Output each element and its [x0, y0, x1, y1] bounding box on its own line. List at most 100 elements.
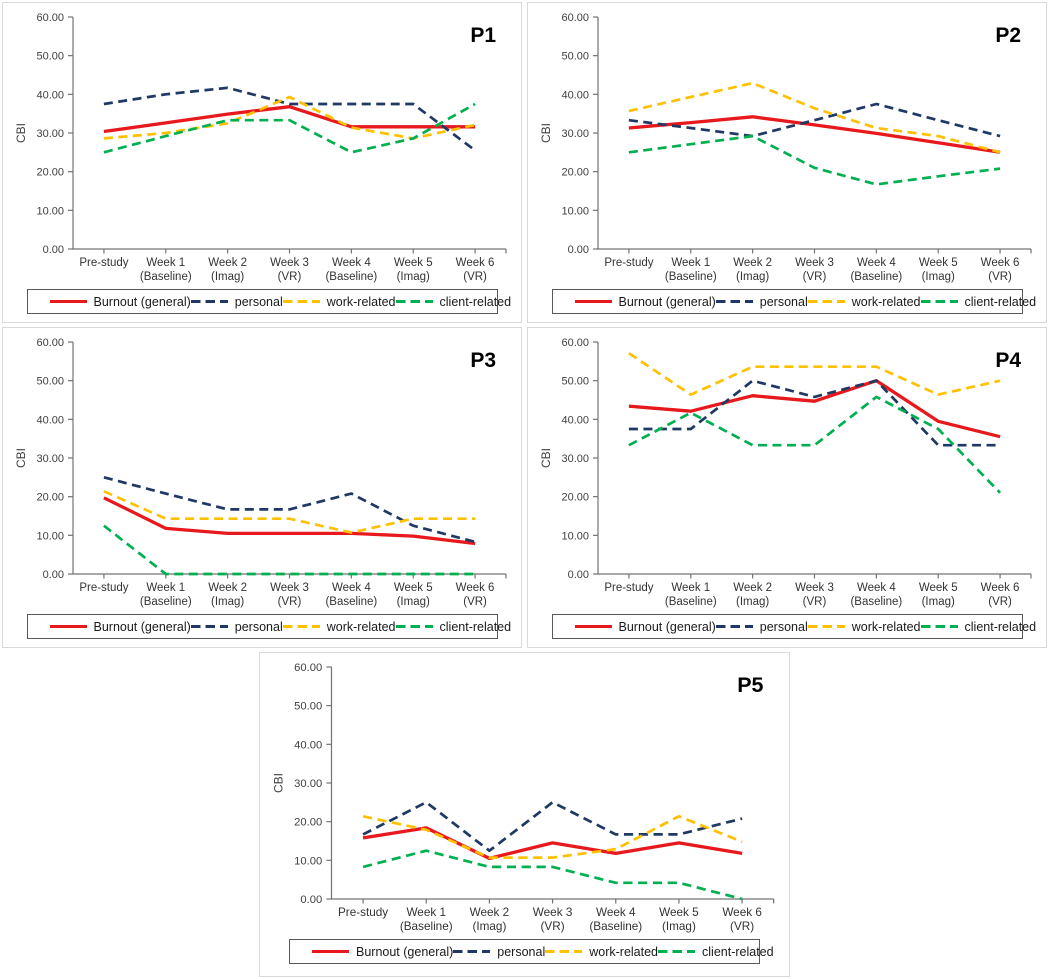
x-category-label: Pre-study [79, 257, 128, 269]
series-line-client-related [628, 134, 1001, 186]
y-tick-label: 40.00 [561, 89, 589, 101]
x-category-label: Week 6 (VR) [722, 906, 762, 933]
x-category-label: Week 3 (VR) [270, 257, 309, 283]
legend-item-personal: personal [715, 620, 808, 634]
x-category-label: Pre-study [604, 257, 653, 269]
axes [68, 16, 507, 254]
x-category-label: Week 4 (Baseline) [850, 582, 902, 608]
y-tick-label: 30.00 [36, 453, 64, 465]
legend-item-client-related: client-related [658, 945, 774, 959]
line-chart-p2: 0.00 10.00 20.00 30.00 40.00 50.00 60.00 Pre-st… [539, 12, 1032, 283]
axes [593, 16, 1032, 254]
x-category-label: Week 5 (Imag) [394, 582, 433, 608]
x-category-label: Week 5 (Imag) [659, 906, 699, 933]
y-tick-label: 0.00 [568, 244, 589, 256]
charts-row-2: 0.00 10.00 20.00 30.00 40.00 50.00 60.00 Pre-st… [2, 327, 1050, 648]
x-category-label: Week 4 (Baseline) [589, 906, 642, 933]
legend-label: personal [234, 619, 283, 634]
x-category-label: Week 4 (Baseline) [325, 582, 377, 608]
legend-item-work-related: work-related [282, 294, 396, 309]
x-category-label: Week 2 (Imag) [208, 582, 247, 608]
chart-panel-p2: 0.00 10.00 20.00 30.00 40.00 50.00 60.00 Pre-st… [527, 2, 1047, 323]
legend-item-burnout-general-: Burnout (general) [574, 294, 716, 309]
legend-label: client-related [964, 294, 1037, 309]
legend-label: Burnout (general) [618, 619, 716, 634]
x-category-label: Week 5 (Imag) [394, 257, 433, 283]
x-category-label: Week 1 (Baseline) [400, 906, 453, 933]
x-category-label: Week 3 (VR) [795, 582, 834, 608]
legend-item-work-related: work-related [282, 620, 396, 634]
dashed-line-swatch [920, 624, 958, 629]
dashed-line-swatch [715, 299, 753, 304]
chart-panel-p1: 0.00 10.00 20.00 30.00 40.00 50.00 60.00 Pre-st… [2, 2, 522, 323]
series-line-client-related [628, 395, 1002, 494]
y-tick-label: 50.00 [561, 51, 589, 63]
x-category-label: Week 1 (Baseline) [665, 582, 717, 608]
y-tick-label: 50.00 [294, 701, 322, 713]
y-tick-label: 30.00 [561, 128, 589, 140]
y-axis-label: CBI [271, 773, 285, 793]
y-tick-label: 50.00 [561, 376, 589, 388]
charts-row-3: 0.00 10.00 20.00 30.00 40.00 50.00 60.00 Pre-st… [259, 652, 1050, 977]
dashed-line-swatch [715, 624, 753, 629]
x-category-label: Week 3 (VR) [270, 582, 309, 608]
y-tick-label: 20.00 [561, 167, 589, 179]
y-tick-label: 20.00 [561, 492, 589, 504]
charts-row-1: 0.00 10.00 20.00 30.00 40.00 50.00 60.00 Pre-st… [2, 2, 1050, 323]
x-category-label: Week 4 (Baseline) [850, 257, 902, 283]
line-chart-p5: 0.00 10.00 20.00 30.00 40.00 50.00 60.00 Pre-st… [271, 662, 775, 933]
x-category-label: Week 1 (Baseline) [140, 582, 192, 608]
solid-line-swatch [312, 949, 349, 954]
y-tick-label: 10.00 [36, 205, 64, 217]
y-tick-label: 60.00 [561, 12, 589, 24]
y-axis-label: CBI [539, 123, 553, 143]
dashed-line-swatch [190, 299, 228, 304]
chart-legend-p5: Burnout (general) personal work-related cli… [289, 939, 774, 964]
series-line-personal [103, 86, 476, 152]
series-line-burnout-general- [362, 826, 743, 861]
y-tick-label: 10.00 [36, 530, 64, 542]
x-category-label: Pre-study [338, 906, 388, 919]
y-tick-label: 30.00 [561, 453, 589, 465]
dashed-line-swatch [545, 949, 583, 954]
chart-title: P1 [470, 24, 496, 47]
y-tick-label: 20.00 [294, 817, 322, 829]
series-line-work-related [362, 814, 743, 859]
legend-label: client-related [964, 619, 1037, 634]
x-category-label: Week 2 (Imag) [733, 582, 772, 608]
chart-panel-p3: 0.00 10.00 20.00 30.00 40.00 50.00 60.00 Pre-st… [2, 327, 522, 648]
y-tick-label: 30.00 [36, 128, 64, 140]
legend-label: work-related [589, 944, 659, 959]
dashed-line-swatch [453, 949, 491, 954]
axes [326, 666, 775, 904]
legend-label: personal [497, 944, 546, 959]
x-category-label: Week 6 (VR) [456, 582, 495, 608]
y-tick-label: 60.00 [294, 662, 322, 674]
dashed-line-swatch [282, 299, 320, 304]
x-category-label: Week 1 (Baseline) [140, 257, 192, 283]
legend-label: personal [234, 294, 283, 309]
series-line-burnout-general- [628, 115, 1001, 154]
legend-label: client-related [439, 619, 512, 634]
legend-item-burnout-general-: Burnout (general) [574, 619, 716, 634]
x-category-label: Week 4 (Baseline) [325, 257, 377, 283]
legend-label: Burnout (general) [93, 294, 191, 309]
legend-item-client-related: client-related [920, 619, 1037, 634]
legend-item-client-related: client-related [395, 619, 512, 634]
legend-label: client-related [439, 294, 512, 309]
y-tick-label: 0.00 [43, 244, 64, 256]
legend-item-burnout-general-: Burnout (general) [312, 945, 453, 959]
dashed-line-swatch [658, 949, 696, 954]
line-chart-p1: 0.00 10.00 20.00 30.00 40.00 50.00 60.00 Pre-st… [14, 12, 507, 283]
series-line-client-related [103, 524, 476, 576]
legend-label: work-related [326, 294, 396, 309]
line-chart-p3: 0.00 10.00 20.00 30.00 40.00 50.00 60.00 Pre-st… [14, 337, 507, 608]
x-category-label: Week 6 (VR) [456, 257, 495, 283]
y-tick-label: 40.00 [294, 739, 322, 751]
legend-item-personal: personal [453, 945, 545, 959]
chart-title: P3 [470, 349, 496, 372]
legend-label: Burnout (general) [93, 619, 191, 634]
legend-label: Burnout (general) [618, 294, 716, 309]
x-category-label: Week 2 (Imag) [733, 257, 772, 283]
